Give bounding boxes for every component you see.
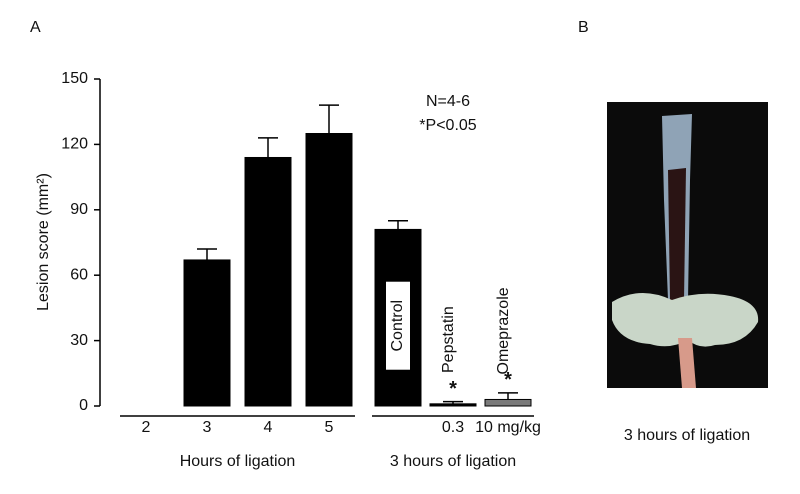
significance-marker: * [504,369,512,391]
x-tick-label: 4 [264,419,273,436]
bar-label: Omeprazole [495,287,512,374]
y-axis-label: Lesion score (mm²) [35,173,52,311]
photo-caption: 3 hours of ligation [624,427,750,444]
stomach [612,292,759,347]
group-label: 3 hours of ligation [390,453,516,470]
duodenum [678,338,696,388]
x-tick-label: 5 [325,419,334,436]
y-tick-label: 120 [61,136,88,153]
panel-label: B [578,19,589,36]
bar [183,259,231,407]
bar-label-box [386,281,410,370]
x-tick-label: 0.3 [442,419,464,436]
y-tick-label: 60 [70,266,88,283]
bar-label: Control [389,300,406,352]
x-tick-label: 2 [142,419,151,436]
x-tick-label: 10 mg/kg [475,419,541,436]
annotation: *P<0.05 [419,117,476,134]
bar [429,403,477,407]
y-tick-label: 0 [79,397,88,414]
significance-marker: * [449,378,457,400]
bar [484,398,532,407]
y-tick-label: 90 [70,201,88,218]
photo [607,102,768,388]
annotation: N=4-6 [426,93,470,110]
esophagus-blood [668,168,686,300]
bar [305,133,353,407]
bar-label: Pepstatin [440,306,457,373]
x-tick-label: 3 [203,419,212,436]
group-label: Hours of ligation [180,453,296,470]
y-tick-label: 150 [61,70,88,87]
bar [244,156,292,407]
panel-label: A [30,19,41,36]
y-tick-label: 30 [70,332,88,349]
